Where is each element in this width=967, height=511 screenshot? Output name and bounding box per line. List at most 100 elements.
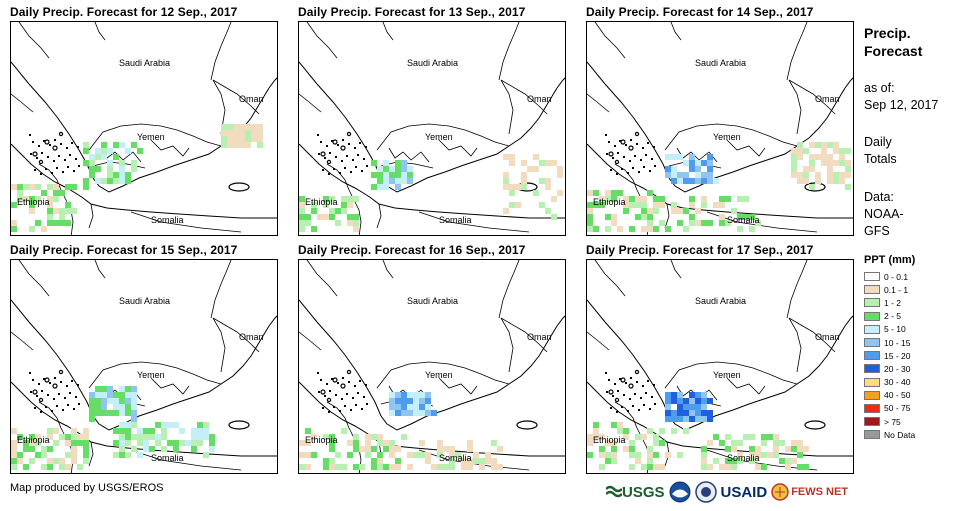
lake-speck (342, 139, 344, 141)
precip-cell (719, 214, 725, 220)
map-boundary (88, 441, 94, 467)
precip-layer (587, 392, 809, 470)
precip-cell (329, 434, 335, 440)
precip-cell (125, 404, 131, 410)
precip-cell (71, 434, 77, 440)
precip-cell (593, 202, 599, 208)
precip-cell (677, 398, 683, 404)
precip-cell (305, 464, 311, 470)
lake-speck (64, 159, 66, 161)
precip-cell (35, 434, 41, 440)
precip-cell (437, 440, 443, 446)
lake-speck (62, 409, 64, 411)
map-boundary (11, 143, 277, 219)
lake-speck (619, 140, 621, 142)
legend-item: 1 - 2 (864, 296, 964, 309)
precip-cell (599, 196, 605, 202)
precip-cell (119, 428, 125, 434)
precip-cell (725, 434, 731, 440)
precip-cell (623, 428, 629, 434)
precip-cell (383, 440, 389, 446)
lake-speck (642, 147, 644, 149)
precip-cell (89, 404, 95, 410)
precip-cell (137, 148, 143, 154)
precip-cell (671, 428, 677, 434)
lake-speck (366, 165, 368, 167)
lake-speck (317, 134, 319, 136)
precip-cell (437, 446, 443, 452)
lake-speck (605, 134, 607, 136)
precip-cell (179, 440, 185, 446)
precip-cell (377, 184, 383, 190)
lake-speck (649, 170, 651, 172)
precip-cell (107, 178, 113, 184)
precip-cell (347, 214, 353, 220)
precip-cell (713, 434, 719, 440)
precip-cell (209, 446, 215, 452)
lake-speck (62, 171, 64, 173)
map-boundary (786, 22, 808, 81)
precip-cell (647, 458, 653, 464)
lake-speck (627, 172, 629, 174)
map-boundary (376, 361, 510, 389)
precip-cell (671, 166, 677, 172)
data-line1: Data: (864, 190, 894, 204)
precip-cell (83, 428, 89, 434)
lake-speck (617, 152, 619, 154)
precip-cell (299, 226, 305, 232)
precip-cell (17, 196, 23, 202)
island-outline (634, 369, 640, 375)
precip-cell (611, 452, 617, 458)
precip-cell (119, 160, 125, 166)
precip-cell (125, 148, 131, 154)
lake-speck (342, 377, 344, 379)
precip-cell (647, 464, 653, 470)
precip-cell (815, 142, 821, 148)
lake-speck (45, 406, 47, 408)
precip-cell (299, 464, 305, 470)
precip-cell (725, 446, 731, 452)
precip-cell (173, 422, 179, 428)
precip-cell (221, 136, 227, 142)
precip-cell (173, 440, 179, 446)
map-boundary (306, 22, 338, 59)
precip-cell (689, 398, 695, 404)
precip-cell (545, 208, 551, 214)
label-oman: Oman (815, 94, 840, 104)
map-boundary (788, 317, 802, 373)
precip-cell (695, 178, 701, 184)
precip-cell (737, 440, 743, 446)
usgs-logo: USGS (606, 484, 665, 501)
precip-cell (131, 422, 137, 428)
lake-speck (41, 152, 43, 154)
precip-cell (683, 178, 689, 184)
lake-speck (38, 145, 40, 147)
lake-speck (638, 171, 640, 173)
precip-cell (653, 440, 659, 446)
fews-logo-text: FEWS NET (791, 486, 849, 498)
precip-cell (761, 434, 767, 440)
precip-cell (497, 446, 503, 452)
map-boundary (11, 331, 34, 351)
map-boundary (88, 123, 222, 151)
label-somalia: Somalia (151, 453, 184, 463)
precip-cell (227, 130, 233, 136)
map-boundary (88, 203, 94, 229)
precip-cell (389, 452, 395, 458)
lake-speck (335, 394, 337, 396)
label-oman: Oman (527, 332, 552, 342)
precip-cell (653, 208, 659, 214)
usgs-wave-icon (606, 485, 622, 498)
precip-cell (101, 398, 107, 404)
map-boundary (130, 449, 242, 471)
precip-cell (629, 196, 635, 202)
precip-cell (449, 446, 455, 452)
precip-cell (509, 160, 515, 166)
precip-cell (11, 184, 17, 190)
map-boundary (88, 361, 222, 389)
lake-speck (647, 380, 649, 382)
precip-cell (701, 458, 707, 464)
lake-speck (335, 156, 337, 158)
precip-cell (707, 178, 713, 184)
precip-cell (689, 154, 695, 160)
